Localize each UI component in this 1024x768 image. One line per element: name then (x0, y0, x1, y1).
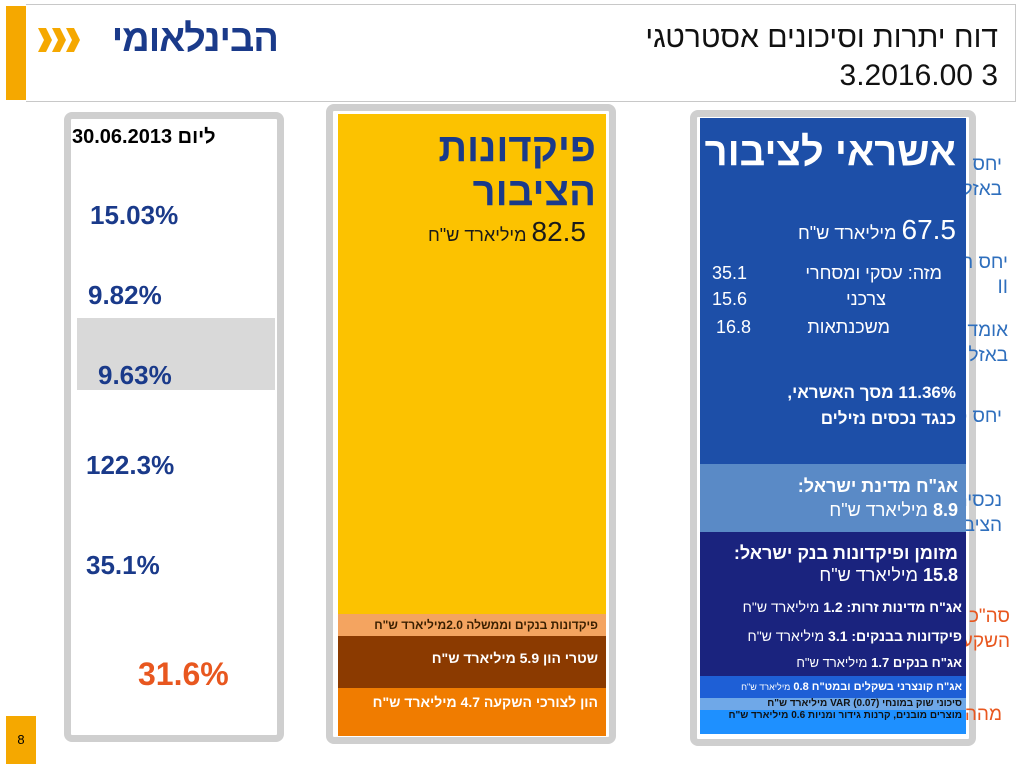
capital-use-value: 31.6% (138, 656, 229, 692)
gov-bonds-label: אג"ח מדינת ישראל: (797, 476, 958, 496)
public-deposits-title: פיקדונות הציבור (438, 126, 596, 214)
report-date-prefix: ליום (177, 126, 216, 148)
bank-deposits-unit: מיליארד ש"ח (747, 628, 825, 644)
corporate-bonds-segment: אג"ח קונצרני בשקלים ובמט"ח 0.8 מיליארד ש… (700, 676, 966, 698)
credit-row-value: 15.6 (712, 289, 748, 309)
credit-row-consumer: צרכני 15.6 (706, 286, 942, 312)
credit-row-label: משכנתאות (807, 317, 890, 337)
credit-row-value: 16.8 (716, 317, 752, 337)
cash-deposits-segment: מזומן ופיקדונות בנק ישראל: 15.8 מיליארד … (700, 532, 966, 594)
bank-deposits-label: פיקדונות בבנקים: (851, 628, 962, 644)
bank-bonds-unit: מיליארד ש"ח (796, 655, 868, 670)
ratios-panel (64, 112, 284, 742)
liquid-coverage-line2: כנגד נכסים נזילים (820, 409, 956, 428)
public-deposits-unit: מיליארד ש"ח (427, 225, 527, 245)
bank-deposits-segment: פיקדונות בבנקים: 3.1 מיליארד ש"ח (700, 622, 966, 650)
page-title: דוח יתרות וסיכונים אסטרטגי (645, 21, 998, 54)
page-subtitle: 3.2016.00 3 (398, 58, 998, 94)
corporate-bonds-value: 0.8 (793, 681, 809, 693)
liquid-coverage-line1: 11.36% מסך האשראי, (787, 383, 956, 402)
corporate-bonds-label: אג"ח קונצרני בשקלים ובמט"ח (811, 681, 962, 693)
liquid-coverage-note: 11.36% מסך האשראי, כנגד נכסים נזילים (700, 380, 956, 432)
credit-row-business: מזה: עסקי ומסחרי 35.1 (706, 260, 942, 286)
credit-row-mortgage: משכנתאות 16.8 (706, 314, 942, 340)
cash-label: מזומן ופיקדונות בנק ישראל: (733, 543, 958, 563)
public-deposits-amount: 82.5 מיליארד ש"ח (338, 216, 586, 248)
liquid-assets-value: 35.1% (86, 550, 160, 580)
bank-bonds-segment: אג"ח בנקים 1.7 מיליארד ש"ח (700, 650, 966, 676)
core-ratio-value: 9.82% (88, 280, 162, 310)
banks-gov-deposits-segment: פיקדונות בנקים וממשלה 2.0מיליארד ש"ח (338, 614, 606, 636)
header-bar (26, 4, 1016, 102)
bank-bonds-value: 1.7 (871, 655, 890, 670)
foreign-bonds-value: 1.2 (823, 599, 843, 615)
report-code: 3.2016.00 3 (839, 59, 998, 92)
tier1-ratio-value: 15.03% (90, 200, 179, 230)
credit-row-label: מזה: עסקי ומסחרי (805, 263, 942, 283)
header-accent-bar (6, 6, 26, 100)
cash-value: 15.8 (922, 565, 958, 585)
credit-row-value: 35.1 (712, 263, 748, 283)
foreign-bonds-segment: אג"ח מדינות זרות: 1.2 מיליארד ש"ח (700, 594, 966, 622)
public-credit-unit: מיליארד ש"ח (797, 223, 897, 243)
deposits-credit-value: 122.3% (86, 450, 175, 480)
gov-bonds-unit: מיליארד ש"ח (829, 500, 928, 520)
page-number: 8 (6, 716, 36, 764)
foreign-bonds-label: אג"ח מדינות זרות: (846, 599, 962, 615)
public-credit-block (700, 118, 966, 464)
basel3-highlight (77, 318, 275, 390)
public-deposits-block (338, 114, 606, 614)
market-risk-segment: סיכוני שוק במונחי VAR (0.07) מיליארד ש"ח (700, 698, 966, 710)
investment-equity-segment: הון לצורכי השקעה 4.7 מיליארד ש"ח (338, 688, 606, 736)
public-credit-title: אשראי לציבור (704, 130, 956, 174)
public-credit-value: 67.5 (901, 214, 957, 245)
gov-bonds-value: 8.9 (932, 500, 958, 520)
gov-bonds-segment: אג"ח מדינת ישראל: 8.9 מיליארד ש"ח (700, 464, 966, 532)
bank-logo: הבינלאומי (111, 18, 279, 60)
capital-notes-segment: שטרי הון 5.9 מיליארד ש"ח (338, 636, 606, 688)
foreign-bonds-unit: מיליארד ש"ח (742, 599, 820, 615)
bank-deposits-value: 3.1 (828, 628, 848, 644)
bank-bonds-label: אג"ח בנקים (892, 655, 962, 670)
report-date-value: 30.06.2013 (72, 126, 173, 148)
corporate-bonds-unit: מיליארד ש"ח (741, 682, 791, 692)
basel3-value: 9.63% (98, 360, 172, 390)
logo-mark-icon (38, 28, 80, 52)
report-date: 30.06.2013 ליום (72, 126, 278, 149)
credit-row-label: צרכני (845, 289, 886, 309)
structured-products-segment: מוצרים מובנים, קרנות גידור ומניות 0.6 מי… (700, 710, 966, 734)
public-deposits-value: 82.5 (531, 216, 587, 247)
cash-unit: מיליארד ש"ח (819, 565, 918, 585)
public-credit-amount: 67.5 מיליארד ש"ח (700, 214, 956, 246)
